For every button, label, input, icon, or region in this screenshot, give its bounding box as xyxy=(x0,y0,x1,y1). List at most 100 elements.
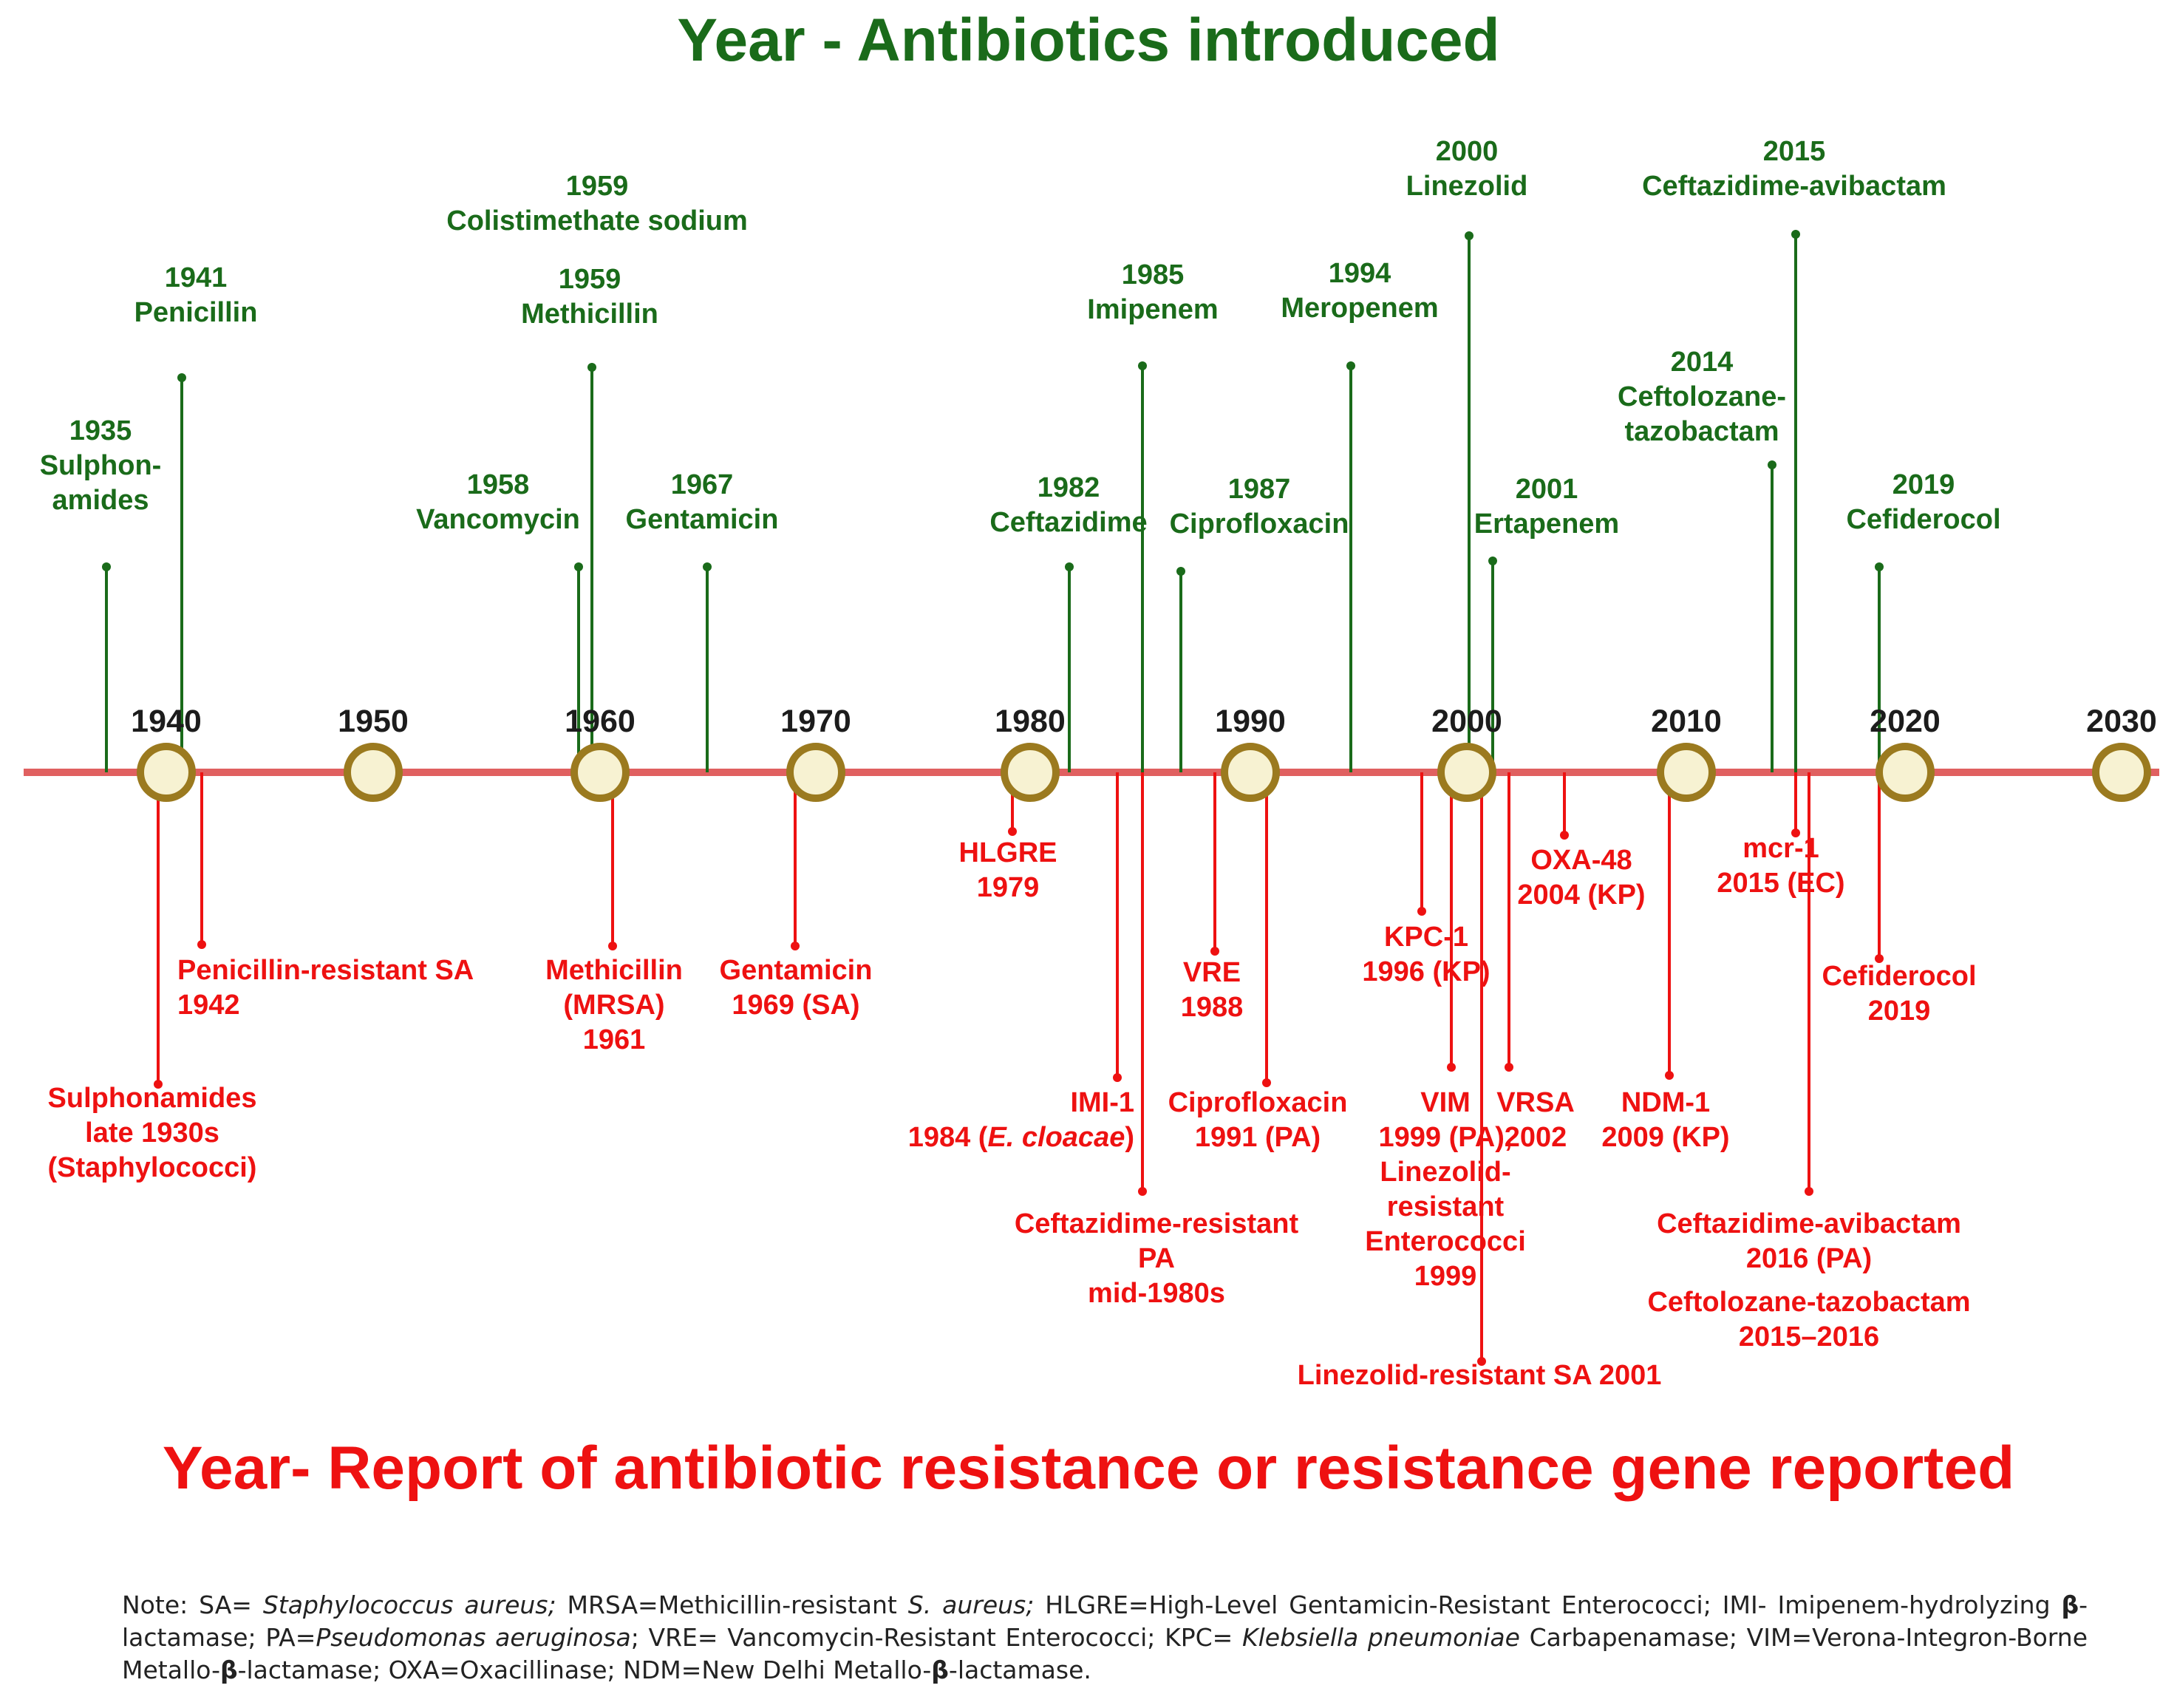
imi-1-line: 1984 (E. cloacae) xyxy=(908,1122,1134,1153)
axis-year-label: 1950 xyxy=(338,704,409,739)
cefiderocol-resistance-line: Cefiderocol xyxy=(1822,961,1976,992)
gentamicin-resistance-stem-dot xyxy=(791,942,800,950)
ceftolozane-tazobactam-resistance-label: Ceftolozane-tazobactam 2015–2016 xyxy=(1647,1287,1970,1353)
ertapenem-line: 2001 xyxy=(1516,474,1578,505)
linezolid-line: Linezolid xyxy=(1406,171,1528,202)
vancomycin-stem-dot xyxy=(574,562,583,571)
vim-line: 1999 (PA), xyxy=(1379,1122,1513,1153)
cefiderocol-resistance-line: 2019 xyxy=(1868,996,1931,1027)
top-title: Year - Antibiotics introduced xyxy=(677,7,1500,74)
linezolid-sa-label: Linezolid-resistant SA 2001 xyxy=(1298,1360,1662,1391)
ceftazidime-avibactam-line: Ceftazidime-avibactam xyxy=(1642,171,1946,202)
year-circle-1950 xyxy=(344,743,403,802)
vancomycin-line: 1958 xyxy=(467,469,530,500)
ciprofloxacin-line: 1987 xyxy=(1228,474,1291,505)
imi-1-stem-dot xyxy=(1113,1073,1122,1082)
vim-line: Linezolid- xyxy=(1380,1157,1510,1188)
labels-layer: 1935 Sulphon-amides 1941 Penicillin 1958 Vanc… xyxy=(40,136,2001,1391)
sulphonamides-line: 1935 xyxy=(69,415,132,446)
imipenem-label: 1985 Imipenem xyxy=(1087,259,1218,325)
ceftazidime-line: Ceftazidime xyxy=(989,507,1147,538)
cefiderocol-label: 2019 Cefiderocol xyxy=(1846,469,2000,535)
imipenem-line: Imipenem xyxy=(1087,294,1218,325)
ceftazidime-avibactam-resistance-line: 2016 (PA) xyxy=(1746,1243,1872,1274)
methicillin-line: Methicillin xyxy=(521,299,658,330)
kpc-1-line: KPC-1 xyxy=(1384,922,1468,953)
hlgre-line: HLGRE xyxy=(959,837,1057,868)
year-circle-1970 xyxy=(786,743,845,802)
methicillin-stem-dot xyxy=(587,363,596,372)
ertapenem-label: 2001 Ertapenem xyxy=(1474,474,1619,540)
methicillin-line: 1959 xyxy=(559,264,621,295)
mcr-1-label: mcr-1 2015 (EC) xyxy=(1717,833,1844,899)
mrsa-stem-dot xyxy=(608,942,617,950)
ceftolozane-tazobactam-line: Ceftolozane- xyxy=(1618,381,1786,412)
sulphonamides-resistance-line: late 1930s xyxy=(85,1117,219,1149)
vim-stem-dot xyxy=(1447,1063,1456,1072)
vancomycin-label: 1958 Vancomycin xyxy=(416,469,580,535)
year-circle-2000 xyxy=(1437,743,1496,802)
oxa-48-line: 2004 (KP) xyxy=(1517,879,1645,911)
colistimethate-label: 1959 Colistimethate sodium xyxy=(446,171,748,237)
meropenem-line: 1994 xyxy=(1329,258,1391,289)
vim-line: Enterococci xyxy=(1365,1226,1526,1257)
penicillin-line: 1941 xyxy=(165,262,228,293)
ndm-1-line: NDM-1 xyxy=(1621,1087,1710,1118)
axis-year-label: 1970 xyxy=(780,704,851,739)
axis-year-label: 1990 xyxy=(1215,704,1286,739)
ndm-1-line: 2009 (KP) xyxy=(1601,1122,1729,1153)
ceftazidime-avibactam-line: 2015 xyxy=(1763,136,1826,167)
year-circle-1940 xyxy=(137,743,196,802)
ceftolozane-tazobactam-line: 2014 xyxy=(1671,347,1734,378)
ceftazidime-avibactam-stem-dot xyxy=(1791,230,1800,239)
linezolid-sa-stem-dot xyxy=(1477,1357,1486,1366)
sulphonamides-resistance-label: Sulphonamides late 1930s (Staphylococci) xyxy=(48,1083,257,1183)
vre-line: VRE xyxy=(1183,957,1241,988)
cefiderocol-resistance-stem-dot xyxy=(1875,954,1884,963)
hlgre-stem-dot xyxy=(1008,827,1017,836)
penicillin-line: Penicillin xyxy=(134,297,258,328)
ceftazidime-label: 1982 Ceftazidime xyxy=(989,472,1147,538)
linezolid-stem-dot xyxy=(1465,231,1474,240)
gentamicin-resistance-label: Gentamicin 1969 (SA) xyxy=(720,955,873,1021)
colistimethate-line: 1959 xyxy=(566,171,629,202)
penicillin-resistance-label: Penicillin-resistant SA 1942 xyxy=(177,955,474,1021)
sulphonamides-resistance-line: (Staphylococci) xyxy=(48,1152,257,1183)
cefiderocol-line: Cefiderocol xyxy=(1846,504,2000,535)
ceftolozane-tazobactam-stem-dot xyxy=(1768,460,1776,469)
vim-line: VIM xyxy=(1420,1087,1471,1118)
vim-line: resistant xyxy=(1387,1191,1505,1222)
ceftazidime-resistance-line: mid-1980s xyxy=(1088,1278,1225,1309)
ceftazidime-line: 1982 xyxy=(1038,472,1100,503)
sulphonamides-label: 1935 Sulphon-amides xyxy=(40,415,162,516)
year-circle-2010 xyxy=(1657,743,1716,802)
ertapenem-stem-dot xyxy=(1488,557,1497,565)
footnote: Note: SA= Staphylococcus aureus; MRSA=Me… xyxy=(122,1590,2088,1684)
meropenem-stem-dot xyxy=(1346,361,1355,370)
ciprofloxacin-resistance-line: Ciprofloxacin xyxy=(1168,1087,1348,1118)
mrsa-label: Methicillin (MRSA) 1961 xyxy=(545,955,683,1055)
vancomycin-line: Vancomycin xyxy=(416,504,580,535)
imipenem-line: 1985 xyxy=(1122,259,1185,290)
colistimethate-line: Colistimethate sodium xyxy=(446,205,748,237)
gentamicin-stem-dot xyxy=(703,562,712,571)
vre-line: 1988 xyxy=(1181,992,1244,1023)
gentamicin-resistance-line: 1969 (SA) xyxy=(732,990,859,1021)
linezolid-label: 2000 Linezolid xyxy=(1406,136,1528,202)
ciprofloxacin-resistance-stem-dot xyxy=(1262,1078,1271,1087)
vre-stem-dot xyxy=(1210,947,1219,956)
axis-year-label: 2020 xyxy=(1870,704,1941,739)
ertapenem-line: Ertapenem xyxy=(1474,508,1619,540)
cefiderocol-resistance-label: Cefiderocol 2019 xyxy=(1822,961,1976,1027)
axis-year-label: 2010 xyxy=(1651,704,1722,739)
imipenem-stem-dot xyxy=(1138,361,1147,370)
vrsa-stem-dot xyxy=(1505,1063,1513,1072)
sulphonamides-line: amides xyxy=(52,485,149,516)
bottom-title: Year- Report of antibiotic resistance or… xyxy=(162,1435,2015,1502)
ceftazidime-avibactam-resistance-label: Ceftazidime-avibactam 2016 (PA) xyxy=(1657,1208,1961,1274)
hlgre-line: 1979 xyxy=(977,872,1040,903)
sulphonamides-resistance-stem-dot xyxy=(154,1080,163,1089)
mrsa-line: Methicillin xyxy=(545,955,683,986)
penicillin-label: 1941 Penicillin xyxy=(134,262,258,328)
